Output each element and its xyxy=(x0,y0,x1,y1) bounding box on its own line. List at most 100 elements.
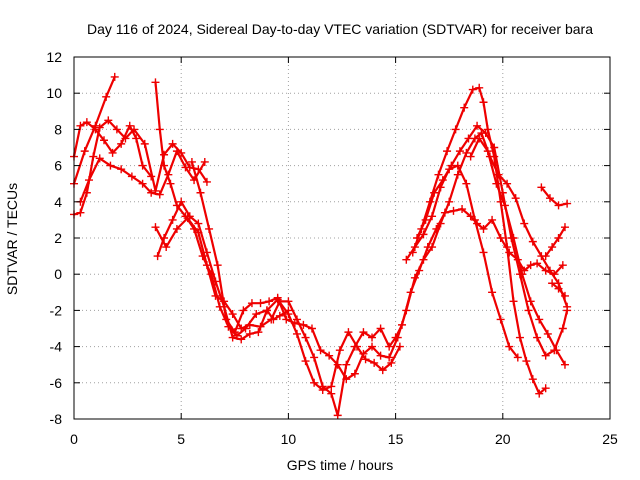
data-point xyxy=(537,183,546,192)
data-point xyxy=(256,322,265,331)
data-point xyxy=(524,306,533,315)
data-point xyxy=(515,333,524,342)
data-point xyxy=(526,261,535,270)
data-point xyxy=(196,188,205,197)
data-point xyxy=(541,252,550,261)
data-point xyxy=(168,215,177,224)
data-point xyxy=(265,297,274,306)
data-point xyxy=(535,315,544,324)
data-point xyxy=(554,284,563,293)
series-sat-d xyxy=(79,150,206,203)
axis-ticks: 0 5 10 15 20 25 -8 -6 -4 -2 0 2 4 6 8 10 12 xyxy=(46,49,618,447)
data-point xyxy=(445,197,454,206)
data-point xyxy=(202,177,211,186)
data-point xyxy=(458,205,467,214)
data-point xyxy=(273,293,282,302)
data-point xyxy=(138,179,147,188)
data-point xyxy=(151,78,160,87)
data-point xyxy=(342,375,351,384)
data-point xyxy=(335,346,344,355)
data-point xyxy=(500,201,509,210)
data-point xyxy=(419,255,428,264)
data-point xyxy=(509,297,518,306)
data-point xyxy=(155,125,164,134)
data-point xyxy=(95,154,104,163)
data-point xyxy=(205,224,214,233)
data-point xyxy=(443,147,452,156)
data-point xyxy=(80,147,89,156)
data-point xyxy=(228,310,237,319)
data-point xyxy=(95,123,104,132)
grid xyxy=(74,57,610,419)
data-point xyxy=(560,360,569,369)
data-point xyxy=(130,125,139,134)
data-point xyxy=(421,215,430,224)
data-point xyxy=(410,273,419,282)
data-point xyxy=(488,288,497,297)
series-sat-n xyxy=(544,226,567,258)
data-point xyxy=(106,161,115,170)
data-point xyxy=(496,234,505,242)
data-point xyxy=(488,215,497,224)
series-sat-h xyxy=(190,131,569,381)
y-tick-label: 12 xyxy=(46,49,62,65)
data-point xyxy=(267,315,276,324)
y-tick-label: 0 xyxy=(54,266,62,282)
data-point xyxy=(505,248,514,257)
data-point xyxy=(342,360,351,369)
data-point xyxy=(194,228,203,237)
data-point xyxy=(462,148,471,157)
data-point xyxy=(395,342,404,351)
series-sat-k xyxy=(405,164,519,359)
data-point xyxy=(290,319,299,328)
data-point xyxy=(387,358,396,367)
data-point xyxy=(333,360,342,369)
data-point xyxy=(275,311,284,320)
data-point xyxy=(503,243,512,252)
data-point xyxy=(535,389,544,398)
data-point xyxy=(526,297,535,306)
x-tick-label: 15 xyxy=(388,431,404,447)
data-point xyxy=(496,315,505,324)
data-point xyxy=(533,333,542,342)
data-point xyxy=(434,170,443,179)
x-tick-label: 20 xyxy=(495,431,511,447)
data-point xyxy=(222,315,231,324)
data-point xyxy=(548,243,557,252)
data-point xyxy=(132,134,141,143)
data-point xyxy=(177,197,186,206)
y-tick-label: -2 xyxy=(50,302,63,318)
data-point xyxy=(376,324,385,333)
data-point xyxy=(213,261,222,270)
data-point xyxy=(282,315,291,324)
data-point xyxy=(479,224,488,233)
data-point xyxy=(117,139,126,148)
data-point xyxy=(307,324,316,333)
data-point xyxy=(522,357,531,366)
data-point xyxy=(359,349,368,358)
data-point xyxy=(202,261,211,270)
data-point xyxy=(153,252,162,261)
data-point xyxy=(548,279,557,288)
data-point xyxy=(200,157,209,166)
data-point xyxy=(558,261,567,270)
data-point xyxy=(151,223,160,232)
data-point xyxy=(211,277,220,286)
data-point xyxy=(237,324,246,333)
data-point xyxy=(166,179,175,188)
data-point xyxy=(299,320,308,329)
data-point xyxy=(100,136,109,145)
data-point xyxy=(466,152,475,161)
data-point xyxy=(284,297,293,306)
data-point xyxy=(490,143,499,152)
data-point xyxy=(155,190,164,199)
data-point xyxy=(181,163,190,172)
data-point xyxy=(110,72,119,81)
data-point xyxy=(436,183,445,192)
series-sat-i xyxy=(411,86,547,395)
data-point xyxy=(479,248,488,257)
data-point xyxy=(108,148,117,157)
data-point xyxy=(292,329,301,338)
data-point xyxy=(89,152,98,161)
